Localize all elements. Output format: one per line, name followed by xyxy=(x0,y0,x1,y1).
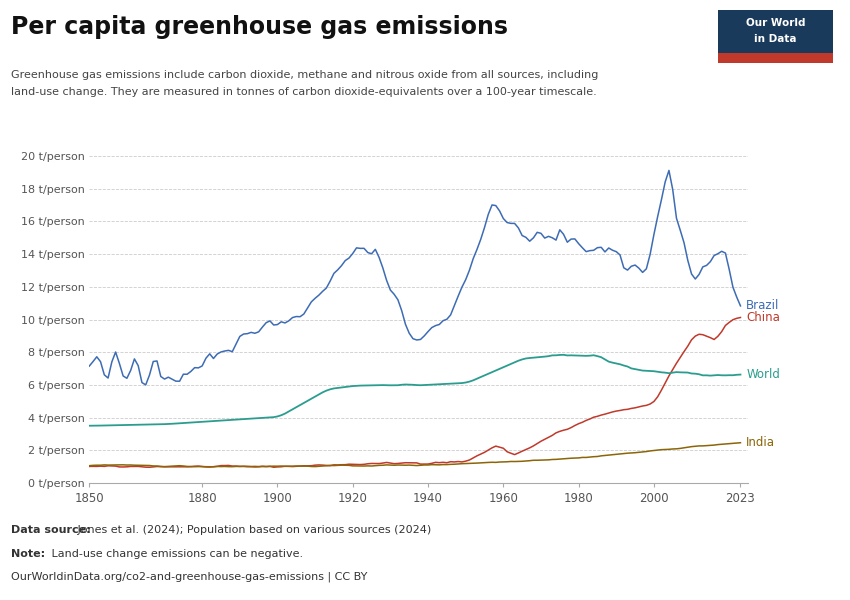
Text: China: China xyxy=(746,311,780,324)
Text: India: India xyxy=(746,436,775,449)
Text: Land-use change emissions can be negative.: Land-use change emissions can be negativ… xyxy=(48,549,303,559)
Text: Greenhouse gas emissions include carbon dioxide, methane and nitrous oxide from : Greenhouse gas emissions include carbon … xyxy=(11,70,598,80)
Text: Jones et al. (2024); Population based on various sources (2024): Jones et al. (2024); Population based on… xyxy=(74,525,431,535)
Text: Our World: Our World xyxy=(746,19,805,28)
Text: land-use change. They are measured in tonnes of carbon dioxide-equivalents over : land-use change. They are measured in to… xyxy=(11,87,597,97)
Text: World: World xyxy=(746,368,780,381)
Text: in Data: in Data xyxy=(755,34,796,44)
Bar xyxy=(718,53,833,63)
Text: Brazil: Brazil xyxy=(746,299,779,313)
Text: OurWorldinData.org/co2-and-greenhouse-gas-emissions | CC BY: OurWorldinData.org/co2-and-greenhouse-ga… xyxy=(11,571,367,582)
Text: Data source:: Data source: xyxy=(11,525,91,535)
Text: Per capita greenhouse gas emissions: Per capita greenhouse gas emissions xyxy=(11,15,508,39)
Text: Note:: Note: xyxy=(11,549,45,559)
